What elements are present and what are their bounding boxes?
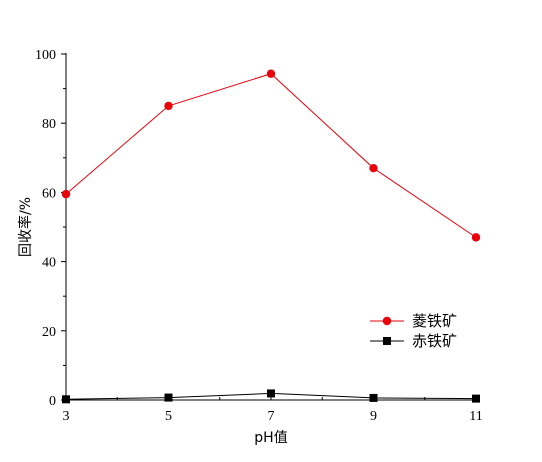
- plot-area: 0 20 40 60 80 100 3 5 7 9 11: [35, 48, 483, 424]
- legend-item: 赤铁矿: [370, 332, 457, 350]
- legend-label: 赤铁矿: [412, 332, 457, 350]
- data-point: [471, 233, 481, 242]
- x-tick-label: 5: [165, 409, 172, 424]
- x-ticks: 3 5 7 9 11: [63, 395, 483, 424]
- data-point: [472, 394, 480, 403]
- y-ticks: 0 20 40 60 80 100: [35, 48, 66, 409]
- series-1: [61, 69, 481, 242]
- series-2: [62, 389, 480, 404]
- x-tick-label: 9: [370, 409, 377, 424]
- data-point: [164, 101, 173, 111]
- data-point: [61, 189, 71, 199]
- data-point: [266, 69, 276, 78]
- data-point: [369, 393, 378, 402]
- data-point: [369, 163, 378, 173]
- legend-label: 菱铁矿: [412, 312, 457, 330]
- data-point: [267, 389, 275, 398]
- x-tick-label: 11: [469, 409, 482, 424]
- x-tick-label: 3: [63, 409, 70, 424]
- x-tick-label: 7: [268, 409, 275, 424]
- legend-item: 菱铁矿: [370, 312, 457, 330]
- y-tick-label: 0: [49, 394, 56, 409]
- series-layer: [61, 69, 481, 404]
- y-tick-label: 80: [42, 117, 56, 132]
- y-tick-label: 100: [35, 48, 56, 63]
- legend-marker: [382, 316, 392, 326]
- x-axis-title: pH值: [254, 430, 287, 446]
- y-axis-title: 回收率/%: [17, 197, 34, 257]
- y-tick-label: 20: [42, 325, 56, 340]
- legend-marker: [383, 337, 391, 345]
- y-tick-label: 60: [42, 186, 56, 201]
- series-line: [65, 73, 477, 238]
- data-point: [164, 393, 173, 402]
- y-tick-label: 40: [42, 256, 56, 271]
- data-point: [62, 395, 70, 404]
